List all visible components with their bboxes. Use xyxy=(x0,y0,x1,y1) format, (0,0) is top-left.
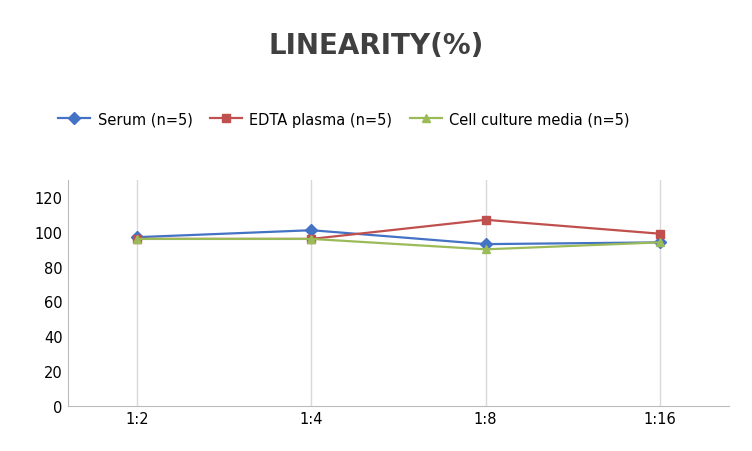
Serum (n=5) xyxy=(655,240,664,245)
EDTA plasma (n=5) xyxy=(133,237,142,242)
Serum (n=5) xyxy=(133,235,142,240)
Legend: Serum (n=5), EDTA plasma (n=5), Cell culture media (n=5): Serum (n=5), EDTA plasma (n=5), Cell cul… xyxy=(53,106,635,133)
Serum (n=5) xyxy=(307,228,316,234)
Line: Cell culture media (n=5): Cell culture media (n=5) xyxy=(133,235,664,254)
Cell culture media (n=5) xyxy=(655,240,664,245)
Cell culture media (n=5) xyxy=(307,237,316,242)
EDTA plasma (n=5) xyxy=(655,231,664,237)
Cell culture media (n=5) xyxy=(481,247,490,253)
Cell culture media (n=5) xyxy=(133,237,142,242)
Serum (n=5) xyxy=(481,242,490,247)
Line: Serum (n=5): Serum (n=5) xyxy=(133,226,664,249)
Line: EDTA plasma (n=5): EDTA plasma (n=5) xyxy=(133,216,664,244)
Text: LINEARITY(%): LINEARITY(%) xyxy=(268,32,484,60)
EDTA plasma (n=5) xyxy=(307,237,316,242)
EDTA plasma (n=5) xyxy=(481,217,490,223)
